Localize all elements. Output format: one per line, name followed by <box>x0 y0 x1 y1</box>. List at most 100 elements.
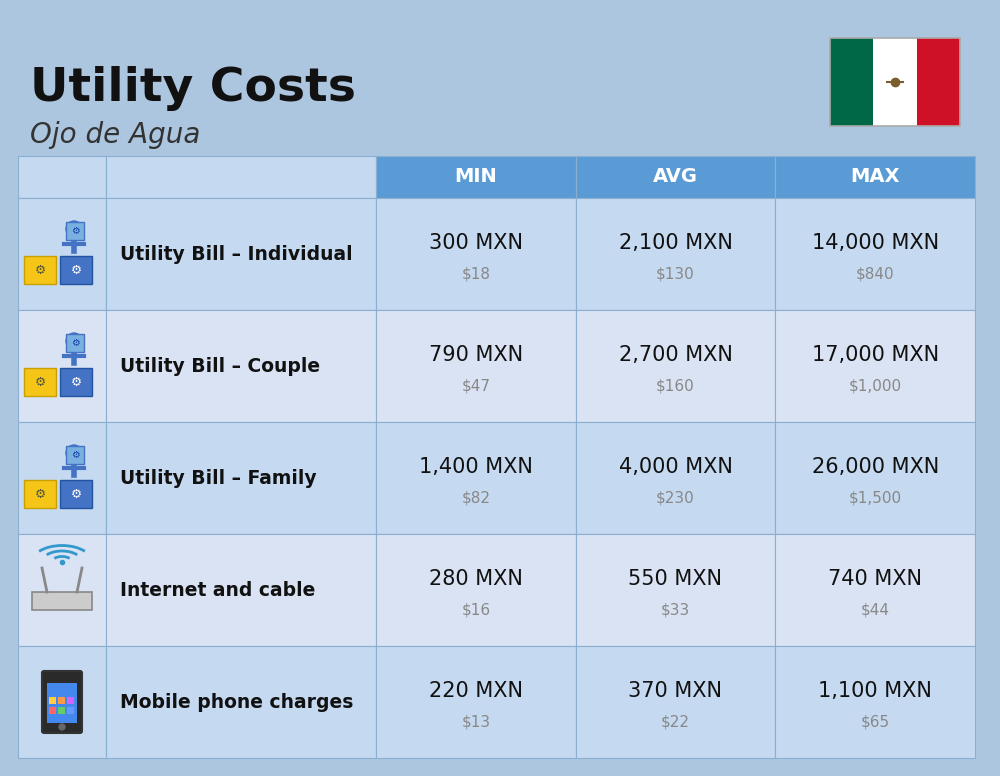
Text: 280 MXN: 280 MXN <box>429 569 523 589</box>
FancyBboxPatch shape <box>42 671 82 733</box>
Bar <box>106 646 376 758</box>
Text: 17,000 MXN: 17,000 MXN <box>812 345 939 365</box>
Text: $160: $160 <box>656 379 695 393</box>
Circle shape <box>59 724 65 730</box>
Circle shape <box>66 445 82 461</box>
Text: 370 MXN: 370 MXN <box>629 681 722 701</box>
Text: 740 MXN: 740 MXN <box>828 569 922 589</box>
Text: AVG: AVG <box>653 168 698 186</box>
Bar <box>576 198 775 310</box>
Bar <box>376 198 576 310</box>
Bar <box>775 646 975 758</box>
Bar <box>106 156 376 198</box>
Bar <box>67 707 74 714</box>
Text: ⚙: ⚙ <box>34 487 46 501</box>
Text: 26,000 MXN: 26,000 MXN <box>812 457 939 476</box>
Circle shape <box>66 333 82 349</box>
Bar <box>576 646 775 758</box>
Bar <box>18 534 106 646</box>
Bar <box>376 534 576 646</box>
Text: 220 MXN: 220 MXN <box>429 681 523 701</box>
Bar <box>376 646 576 758</box>
Text: $1,500: $1,500 <box>849 490 902 506</box>
Text: ⚙: ⚙ <box>70 487 82 501</box>
Text: ⚙: ⚙ <box>71 226 79 236</box>
Text: Utility Costs: Utility Costs <box>30 66 356 111</box>
Bar <box>49 697 56 704</box>
Text: 2,100 MXN: 2,100 MXN <box>619 233 732 253</box>
Bar <box>775 422 975 534</box>
Bar <box>24 256 56 284</box>
Bar <box>18 310 106 422</box>
Bar <box>24 480 56 508</box>
Text: Internet and cable: Internet and cable <box>120 580 315 600</box>
Text: $230: $230 <box>656 490 695 506</box>
Text: $82: $82 <box>461 490 490 506</box>
Bar <box>106 198 376 310</box>
Bar <box>66 334 84 352</box>
Bar <box>376 422 576 534</box>
Bar <box>106 310 376 422</box>
Bar <box>67 697 74 704</box>
Bar <box>576 156 775 198</box>
Text: 1,400 MXN: 1,400 MXN <box>419 457 533 476</box>
Text: MAX: MAX <box>850 168 900 186</box>
Bar <box>60 256 92 284</box>
Text: Utility Bill – Couple: Utility Bill – Couple <box>120 356 320 376</box>
Bar <box>576 534 775 646</box>
Bar <box>775 198 975 310</box>
Bar <box>58 697 65 704</box>
Text: $22: $22 <box>661 715 690 729</box>
Text: MIN: MIN <box>454 168 497 186</box>
Bar <box>576 422 775 534</box>
Text: $130: $130 <box>656 267 695 282</box>
Text: 1,100 MXN: 1,100 MXN <box>818 681 932 701</box>
Text: $33: $33 <box>661 603 690 618</box>
Bar <box>106 422 376 534</box>
Bar <box>24 368 56 396</box>
Text: 2,700 MXN: 2,700 MXN <box>619 345 732 365</box>
Text: $1,000: $1,000 <box>849 379 902 393</box>
Bar <box>49 707 56 714</box>
Bar <box>18 198 106 310</box>
Text: Utility Bill – Individual: Utility Bill – Individual <box>120 244 353 264</box>
Text: 300 MXN: 300 MXN <box>429 233 523 253</box>
Text: $13: $13 <box>461 715 490 729</box>
Bar <box>18 422 106 534</box>
Text: Mobile phone charges: Mobile phone charges <box>120 692 353 712</box>
Bar <box>775 310 975 422</box>
Bar <box>18 646 106 758</box>
Text: ⚙: ⚙ <box>70 376 82 389</box>
Bar <box>576 310 775 422</box>
Bar <box>830 38 873 126</box>
Bar <box>60 480 92 508</box>
Text: $65: $65 <box>861 715 890 729</box>
Text: ⚙: ⚙ <box>70 264 82 276</box>
Text: 790 MXN: 790 MXN <box>429 345 523 365</box>
Bar <box>873 38 917 126</box>
Text: 14,000 MXN: 14,000 MXN <box>812 233 939 253</box>
Bar <box>47 683 77 723</box>
Bar <box>32 592 92 610</box>
Bar <box>830 38 960 126</box>
Bar <box>18 156 106 198</box>
Text: $44: $44 <box>861 603 890 618</box>
Text: $47: $47 <box>461 379 490 393</box>
Bar <box>60 368 92 396</box>
Text: $840: $840 <box>856 267 894 282</box>
Text: $18: $18 <box>461 267 490 282</box>
Text: ⚙: ⚙ <box>71 338 79 348</box>
Bar <box>775 534 975 646</box>
Text: ⚙: ⚙ <box>34 376 46 389</box>
Bar <box>58 707 65 714</box>
Bar <box>917 38 960 126</box>
Text: ⚙: ⚙ <box>71 450 79 460</box>
Bar <box>376 310 576 422</box>
Bar <box>775 156 975 198</box>
Bar <box>66 222 84 240</box>
Bar <box>376 156 576 198</box>
Text: $16: $16 <box>461 603 490 618</box>
Text: ⚙: ⚙ <box>34 264 46 276</box>
Bar <box>106 534 376 646</box>
Circle shape <box>66 221 82 237</box>
